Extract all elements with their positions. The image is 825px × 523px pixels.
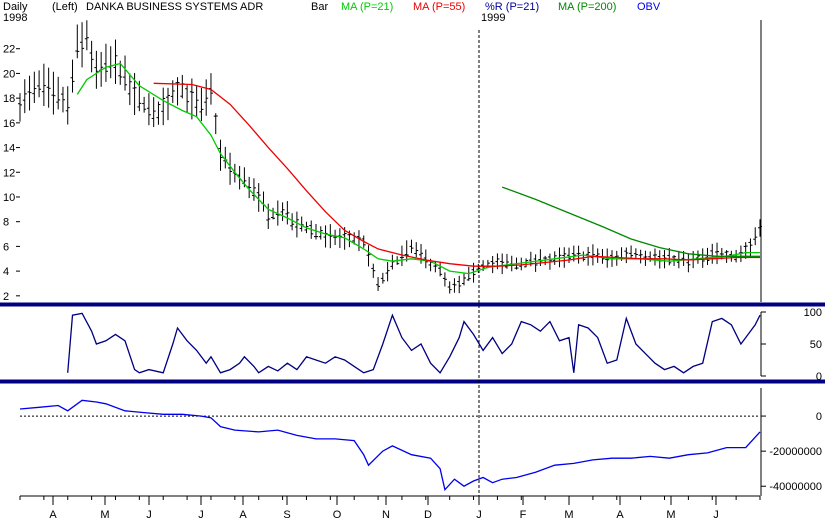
ma-line-200 bbox=[501, 186, 760, 257]
x-month-label: A bbox=[239, 509, 247, 521]
period-label: Daily bbox=[3, 1, 28, 13]
williams-r-line bbox=[67, 312, 761, 374]
x-month-label: J bbox=[713, 509, 719, 521]
legend-ma55: MA (P=55) bbox=[413, 1, 466, 13]
chart-style-label: Bar bbox=[311, 1, 329, 13]
price-tick-label: 12 bbox=[3, 167, 15, 179]
price-tick-label: 4 bbox=[3, 266, 9, 278]
price-tick-label: 18 bbox=[3, 93, 15, 105]
x-month-label: S bbox=[283, 509, 290, 521]
legend-ma200: MA (P=200) bbox=[558, 1, 617, 13]
x-month-label: O bbox=[333, 509, 342, 521]
chart-title: DANKA BUSINESS SYSTEMS ADR bbox=[86, 1, 264, 13]
legend-williams-r: %R (P=21) bbox=[485, 1, 540, 13]
x-month-label: M bbox=[666, 509, 675, 521]
r-tick-label: 0 bbox=[816, 371, 822, 383]
obv-tick-label: -20000000 bbox=[769, 446, 822, 458]
x-month-label: D bbox=[424, 509, 432, 521]
x-month-label: N bbox=[382, 509, 390, 521]
price-tick-label: 2 bbox=[3, 291, 9, 303]
x-month-label: J bbox=[146, 509, 152, 521]
price-tick-label: 20 bbox=[3, 68, 15, 80]
axis-side-label: (Left) bbox=[52, 1, 78, 13]
x-month-label: J bbox=[476, 509, 482, 521]
ma-line-55 bbox=[153, 82, 760, 267]
r-tick-label: 100 bbox=[804, 307, 822, 319]
x-month-label: F bbox=[520, 509, 527, 521]
price-tick-label: 14 bbox=[3, 143, 15, 155]
price-tick-label: 22 bbox=[3, 44, 15, 56]
price-tick-label: 8 bbox=[3, 217, 9, 229]
obv-line bbox=[19, 399, 761, 492]
obv-tick-label: 0 bbox=[816, 411, 822, 423]
legend-obv: OBV bbox=[637, 1, 661, 13]
r-tick-label: 50 bbox=[810, 339, 822, 351]
year-left-label: 1998 bbox=[3, 12, 28, 24]
x-month-label: A bbox=[49, 509, 57, 521]
price-tick-label: 10 bbox=[3, 192, 15, 204]
ma-line-21 bbox=[76, 62, 760, 275]
price-tick-label: 16 bbox=[3, 118, 15, 130]
year-right-label: 1999 bbox=[481, 12, 506, 24]
obv-tick-label: -40000000 bbox=[769, 481, 822, 493]
x-month-label: A bbox=[616, 509, 624, 521]
legend-ma21: MA (P=21) bbox=[341, 1, 394, 13]
x-month-label: M bbox=[100, 509, 109, 521]
price-tick-label: 6 bbox=[3, 241, 9, 253]
x-month-label: J bbox=[198, 509, 204, 521]
x-month-label: M bbox=[564, 509, 573, 521]
